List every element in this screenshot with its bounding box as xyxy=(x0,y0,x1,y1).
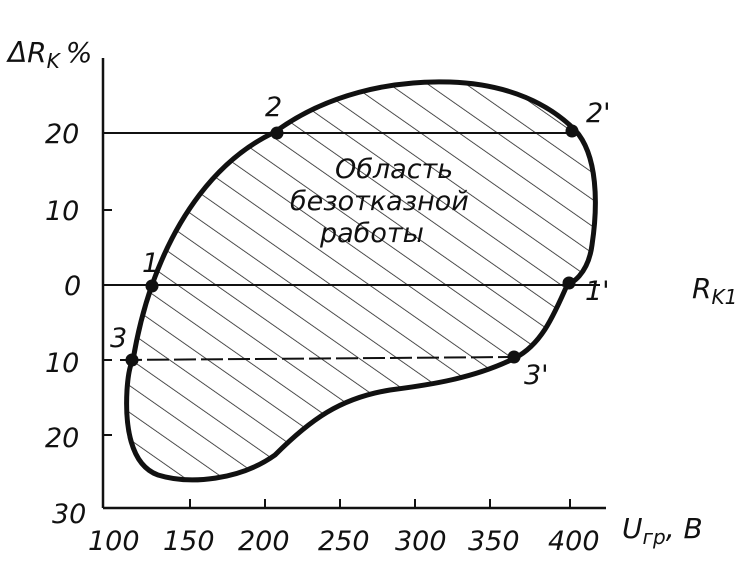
safe-operation-region xyxy=(126,81,596,480)
y-axis-title: ΔRK% xyxy=(6,36,92,73)
y-tick-label: 20 xyxy=(45,423,79,454)
x-tick-labels: 100 150 200 250 300 350 400 xyxy=(88,526,600,557)
region-label-line-3: работы xyxy=(319,218,424,249)
y-tick-label: 0 xyxy=(64,271,81,302)
point-label-1: 1 xyxy=(142,248,159,279)
x-tick-label: 250 xyxy=(318,526,370,557)
point-3-prime xyxy=(507,350,521,364)
x-tick-label: 400 xyxy=(548,526,600,557)
point-labels: 1 2 3 1' 2' 3' xyxy=(110,92,611,391)
right-label: RK1 xyxy=(692,272,736,309)
origin-label: 30 xyxy=(52,499,86,530)
region-label: Область безотказной работы xyxy=(290,154,469,249)
point-1 xyxy=(145,279,159,293)
point-label-3: 3 xyxy=(110,323,127,354)
x-tick-label: 100 xyxy=(88,526,140,557)
points xyxy=(125,124,579,367)
point-2 xyxy=(270,126,284,140)
point-label-3-prime: 3' xyxy=(524,360,549,391)
x-tick-label: 150 xyxy=(163,526,215,557)
y-tick-labels: 20 10 0 10 20 30 xyxy=(45,119,86,530)
x-tick-label: 200 xyxy=(238,526,290,557)
level-lines xyxy=(103,132,600,361)
level-line-minus10 xyxy=(119,356,518,361)
x-tick-label: 300 xyxy=(395,526,447,557)
point-label-2: 2 xyxy=(265,92,282,123)
y-tick-label: 20 xyxy=(45,119,79,150)
point-label-2-prime: 2' xyxy=(586,98,611,129)
point-1-prime xyxy=(562,276,576,290)
region-label-line-2: безотказной xyxy=(290,186,469,217)
y-tick-label: 10 xyxy=(45,196,79,227)
point-3 xyxy=(125,353,139,367)
x-axis-title: Uгр, В xyxy=(622,512,703,549)
point-label-1-prime: 1' xyxy=(585,276,610,307)
region-label-line-1: Область xyxy=(335,154,453,185)
region-boundary xyxy=(124,79,598,483)
point-2-prime xyxy=(565,124,579,138)
x-ticks xyxy=(189,499,571,508)
x-tick-label: 350 xyxy=(468,526,520,557)
y-tick-label: 10 xyxy=(45,348,79,379)
